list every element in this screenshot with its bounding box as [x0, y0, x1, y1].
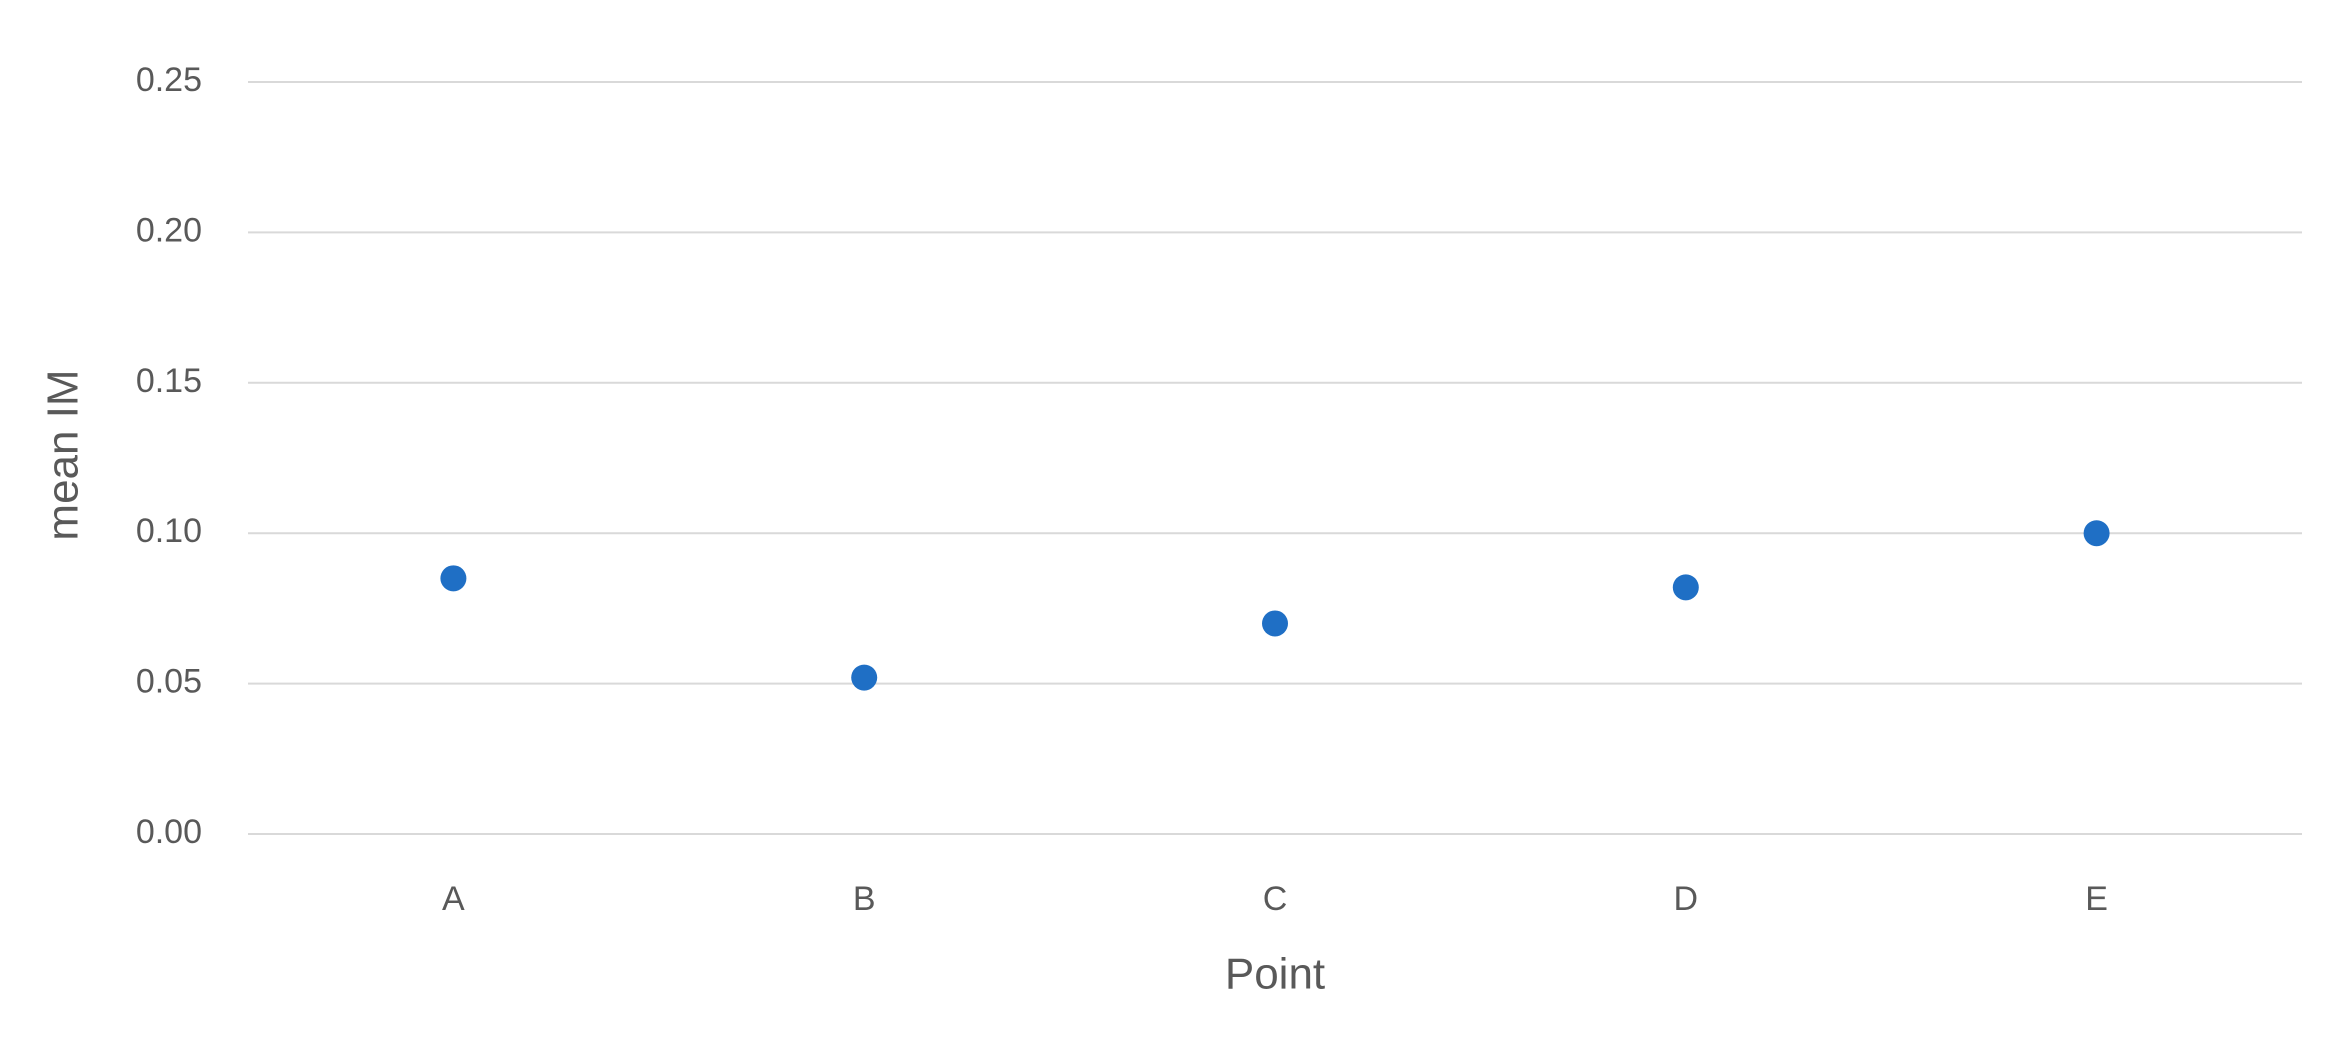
x-tick-label: A	[442, 880, 465, 918]
marker	[1262, 610, 1288, 637]
y-tick-label: 0.05	[136, 663, 202, 701]
y-axis-title: mean IM	[39, 369, 88, 540]
x-tick-label: B	[853, 880, 876, 918]
y-tick-label: 0.00	[136, 813, 202, 851]
marker	[851, 664, 878, 691]
y-tick-label: 0.15	[136, 362, 202, 400]
x-tick-label: C	[1263, 880, 1288, 918]
marker	[2083, 520, 2110, 547]
x-tick-label: D	[1674, 880, 1699, 918]
marker	[1672, 574, 1699, 601]
y-tick-label: 0.20	[136, 211, 202, 249]
y-tick-label: 0.25	[136, 61, 202, 99]
x-tick-label: E	[2085, 880, 2108, 918]
x-axis-title: Point	[1225, 950, 1325, 999]
marker	[440, 565, 467, 592]
y-tick-label: 0.10	[136, 512, 202, 550]
